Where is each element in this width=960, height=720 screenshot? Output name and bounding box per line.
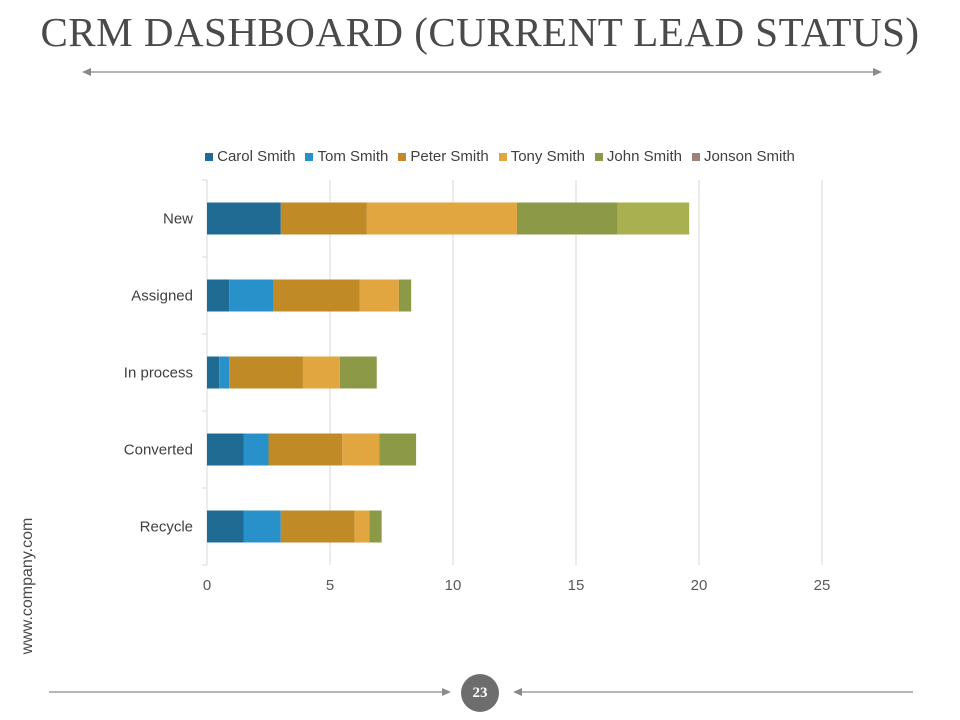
bar-segment-tom-smith xyxy=(219,356,230,389)
bar-segment-carol-smith xyxy=(207,202,281,235)
y-category-label: Assigned xyxy=(131,288,193,305)
bar-segment-tony-smith xyxy=(302,356,340,389)
legend-label: Tom Smith xyxy=(317,148,389,165)
bar-segment-john-smith xyxy=(379,433,417,466)
bar-segment-tony-smith xyxy=(354,510,370,543)
legend-item: Peter Smith xyxy=(398,148,489,165)
y-category-label: Recycle xyxy=(140,519,193,536)
bar-segment-carol-smith xyxy=(207,510,244,543)
x-tick-label: 15 xyxy=(568,577,585,594)
x-tick-label: 20 xyxy=(691,577,708,594)
page-number-badge: 23 xyxy=(461,674,499,712)
legend-swatch xyxy=(305,152,314,161)
bar-segment-john-smith xyxy=(369,510,382,543)
legend-item: Jonson Smith xyxy=(691,148,795,165)
legend-item: Tom Smith xyxy=(305,148,388,165)
legend-label: Jonson Smith xyxy=(703,148,795,165)
legend-swatch xyxy=(594,152,603,161)
title-divider-arrow xyxy=(82,68,882,76)
bar-segment-tony-smith xyxy=(366,202,517,235)
bar-segment-peter-smith xyxy=(280,510,355,543)
y-category-label: Converted xyxy=(124,442,193,459)
legend-label: John Smith xyxy=(606,148,682,165)
chart-legend: Carol Smith Tom Smith Peter Smith Tony Smit… xyxy=(130,148,870,165)
x-tick-label: 0 xyxy=(203,577,211,594)
y-category-label: In process xyxy=(124,365,193,382)
legend-item: Tony Smith xyxy=(498,148,585,165)
bar-segment-peter-smith xyxy=(268,433,343,466)
bar-segment-carol-smith xyxy=(207,433,244,466)
bar-segment-peter-smith xyxy=(229,356,303,389)
bar-segment-tom-smith xyxy=(243,510,281,543)
website-url: www.company.com xyxy=(19,517,36,655)
bar-segment-tom-smith xyxy=(229,279,274,312)
legend-swatch xyxy=(398,152,407,161)
x-tick-label: 25 xyxy=(814,577,831,594)
legend-label: Carol Smith xyxy=(217,148,296,165)
bar-segment-tony-smith xyxy=(359,279,399,312)
bar-segment-peter-smith xyxy=(280,202,367,235)
bar-segment-peter-smith xyxy=(273,279,360,312)
bar-segment-tony-smith xyxy=(342,433,380,466)
x-tick-label: 5 xyxy=(326,577,334,594)
bar-segment-jonson-smith xyxy=(617,202,690,235)
bar-segment-carol-smith xyxy=(207,356,220,389)
legend-swatch xyxy=(498,152,507,161)
legend-item: Carol Smith xyxy=(205,148,295,165)
footer-divider-arrows xyxy=(49,688,913,696)
legend-swatch xyxy=(691,152,700,161)
bar-segment-tom-smith xyxy=(243,433,269,466)
legend-swatch xyxy=(205,152,214,161)
bar-segment-john-smith xyxy=(398,279,412,312)
x-tick-label: 10 xyxy=(445,577,462,594)
bar-segment-john-smith xyxy=(516,202,618,235)
legend-label: Tony Smith xyxy=(510,148,585,165)
page-title: CRM DASHBOARD (CURRENT LEAD STATUS) xyxy=(40,9,920,55)
legend-item: John Smith xyxy=(594,148,682,165)
legend-label: Peter Smith xyxy=(410,148,489,165)
y-category-label: New xyxy=(163,211,193,228)
bar-segment-john-smith xyxy=(339,356,377,389)
bar-segment-carol-smith xyxy=(207,279,230,312)
